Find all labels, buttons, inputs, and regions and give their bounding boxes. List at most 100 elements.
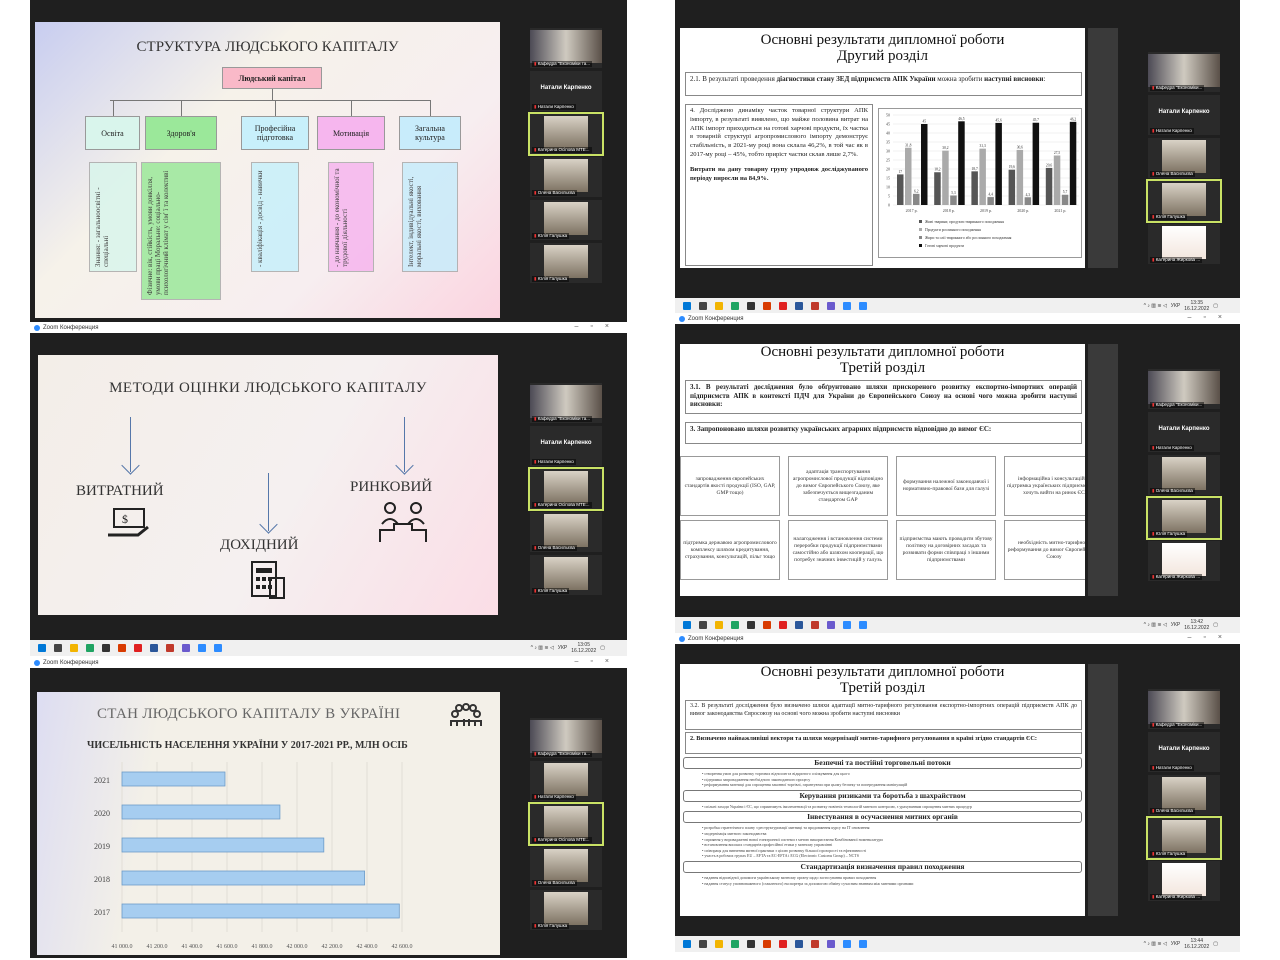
taskbar-app-icon[interactable] [166,644,174,652]
participant-tile[interactable]: ▮ Олена Васильєва [1148,455,1220,495]
participant-tile[interactable]: ▮ Юлія Галушка [1146,496,1222,540]
notifications-icon[interactable]: ▢ [1213,303,1218,309]
taskbar-app-icon[interactable] [54,644,62,652]
participant-tile[interactable]: ▮ Олена Васильєва [1148,775,1220,815]
scrollbar[interactable] [1088,344,1118,596]
taskbar-app-icon[interactable] [182,644,190,652]
taskbar-app-icon[interactable] [731,302,739,310]
scrollbar[interactable] [1088,664,1118,916]
participant-tile[interactable]: ▮ Катерина Жиркова ... [1148,224,1220,264]
notifications-icon[interactable]: ▢ [600,645,605,651]
taskbar-app-icon[interactable] [779,940,787,948]
taskbar-app-icon[interactable] [843,940,851,948]
notifications-icon[interactable]: ▢ [1213,941,1218,947]
taskbar-app-icon[interactable] [811,940,819,948]
participant-tile[interactable]: Натали Карпенко ▮ Натали Карпенко [530,71,602,111]
taskbar-app-icon[interactable] [747,940,755,948]
participant-tile[interactable]: ▮ Кафедра "Економіки та... [530,718,602,758]
taskbar-app-icon[interactable] [859,621,867,629]
window-controls[interactable]: –▫× [574,323,621,330]
taskbar-app-icon[interactable] [699,621,707,629]
taskbar-app-icon[interactable] [86,644,94,652]
tray-icons[interactable]: ^ ♪ ▥ ≋ ◁ [1143,303,1167,309]
taskbar-app-icon[interactable] [715,940,723,948]
taskbar-app-icon[interactable] [683,940,691,948]
participant-tile[interactable]: ▮ Кафедра "Економіки... [1148,369,1220,409]
taskbar-app-icon[interactable] [859,940,867,948]
participant-tile[interactable]: ▮ Натали Карпенко [530,761,602,801]
participant-tile[interactable]: Натали Карпенко ▮ Натали Карпенко [1148,732,1220,772]
participant-tile[interactable]: ▮ Катерина Осіпова МТЕ... [528,112,604,156]
participant-tile[interactable]: Натали Карпенко ▮ Натали Карпенко [530,426,602,466]
participant-tile[interactable]: ▮ Кафедра "Економіки... [1148,52,1220,92]
participant-tile[interactable]: ▮ Катерина Осіпова МТЕ... [528,467,604,511]
taskbar-app-icon[interactable] [859,302,867,310]
tray-icons[interactable]: ^ ♪ ▥ ≋ ◁ [530,645,554,651]
taskbar-app-icon[interactable] [779,621,787,629]
taskbar-app-icon[interactable] [198,644,206,652]
scrollbar[interactable] [1088,28,1118,268]
taskbar-app-icon[interactable] [683,621,691,629]
taskbar-app-icon[interactable] [715,621,723,629]
taskbar-app-icon[interactable] [843,302,851,310]
taskbar-app-icon[interactable] [827,621,835,629]
notifications-icon[interactable]: ▢ [1213,622,1218,628]
taskbar-app-icon[interactable] [715,302,723,310]
taskbar-app-icon[interactable] [699,302,707,310]
participant-tile[interactable]: ▮ Юлія Галушка [530,200,602,240]
participant-tile[interactable]: ▮ Юлія Галушка [530,555,602,595]
participant-tile[interactable]: ▮ Олена Васильєва [530,512,602,552]
participant-tile[interactable]: ▮ Кафедра "Економіки та... [530,383,602,423]
clock[interactable]: 13:05 16.12.2022 [571,642,596,654]
taskbar-app-icon[interactable] [795,621,803,629]
clock[interactable]: 13:35 16.12.2022 [1184,300,1209,312]
taskbar-app-icon[interactable] [134,644,142,652]
participant-tile[interactable]: ▮ Катерина Осіпова МТЕ... [528,802,604,846]
taskbar-app-icon[interactable] [38,644,46,652]
participant-tile[interactable]: ▮ Юлія Галушка [530,243,602,283]
taskbar-app-icon[interactable] [102,644,110,652]
language-indicator[interactable]: УКР [557,645,568,651]
taskbar-app-icon[interactable] [843,621,851,629]
taskbar-app-icon[interactable] [811,621,819,629]
tray-icons[interactable]: ^ ♪ ▥ ≋ ◁ [1143,622,1167,628]
taskbar-app-icon[interactable] [731,621,739,629]
taskbar-app-icon[interactable] [731,940,739,948]
clock[interactable]: 13:44 16.12.2022 [1184,938,1209,950]
window-controls[interactable]: –▫× [574,658,621,665]
participant-tile[interactable]: ▮ Катерина Жиркова ... [1148,541,1220,581]
language-indicator[interactable]: УКР [1170,941,1181,947]
participant-tile[interactable]: ▮ Юлія Галушка [1146,816,1222,860]
participant-tile[interactable]: ▮ Катерина Жиркова ... [1148,861,1220,901]
taskbar-app-icon[interactable] [683,302,691,310]
clock[interactable]: 13:42 16.12.2022 [1184,619,1209,631]
taskbar-app-icon[interactable] [763,940,771,948]
participant-tile[interactable]: ▮ Кафедра "Економіки та... [530,28,602,68]
taskbar-app-icon[interactable] [747,621,755,629]
participant-tile[interactable]: Натали Карпенко ▮ Натали Карпенко [1148,412,1220,452]
participant-tile[interactable]: Натали Карпенко ▮ Натали Карпенко [1148,95,1220,135]
tray-icons[interactable]: ^ ♪ ▥ ≋ ◁ [1143,941,1167,947]
participant-tile[interactable]: ▮ Юлія Галушка [530,890,602,930]
taskbar-app-icon[interactable] [811,302,819,310]
taskbar-app-icon[interactable] [150,644,158,652]
taskbar-app-icon[interactable] [214,644,222,652]
taskbar-app-icon[interactable] [747,302,755,310]
taskbar-app-icon[interactable] [70,644,78,652]
participant-tile[interactable]: ▮ Олена Васильєва [1148,138,1220,178]
taskbar-app-icon[interactable] [118,644,126,652]
participant-tile[interactable]: ▮ Кафедра "Економіки... [1148,689,1220,729]
taskbar-app-icon[interactable] [827,940,835,948]
window-controls[interactable]: –▫× [1187,634,1234,641]
taskbar-app-icon[interactable] [763,621,771,629]
language-indicator[interactable]: УКР [1170,622,1181,628]
taskbar-app-icon[interactable] [699,940,707,948]
taskbar-app-icon[interactable] [795,302,803,310]
window-controls[interactable]: –▫× [1187,314,1234,321]
language-indicator[interactable]: УКР [1170,303,1181,309]
taskbar-app-icon[interactable] [779,302,787,310]
taskbar-app-icon[interactable] [763,302,771,310]
participant-tile[interactable]: ▮ Олена Васильєва [530,157,602,197]
taskbar-app-icon[interactable] [827,302,835,310]
participant-tile[interactable]: ▮ Юлія Галушка [1146,179,1222,223]
